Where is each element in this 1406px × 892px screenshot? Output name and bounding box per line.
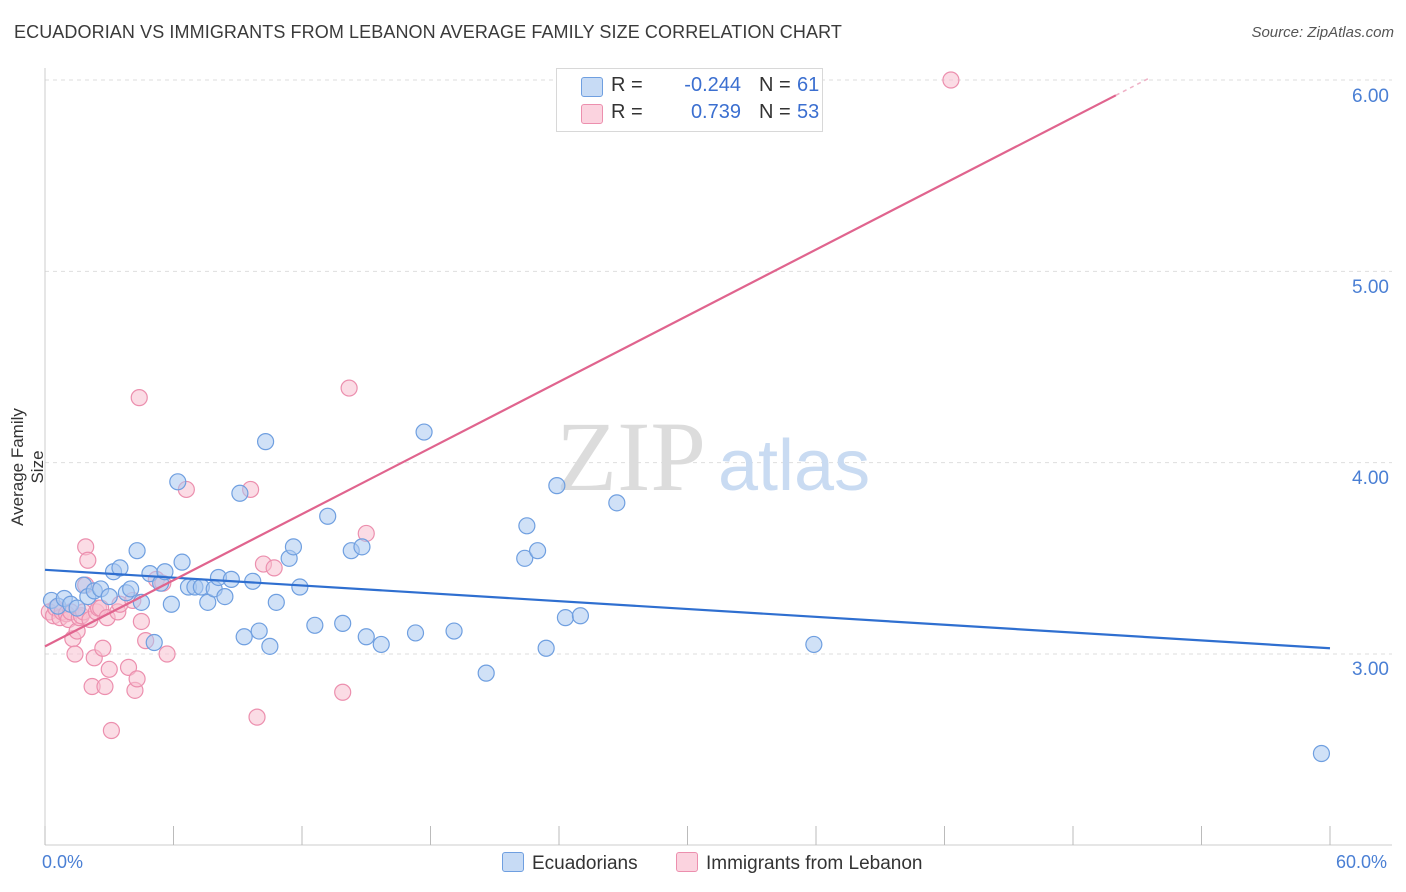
lebanon-point xyxy=(265,559,283,577)
ecuadorian-point xyxy=(250,622,268,640)
ecuadorian-point xyxy=(306,616,324,634)
source-label: Source: ZipAtlas.com xyxy=(1251,24,1394,41)
ecuadorian-point xyxy=(156,563,174,581)
ecuadorian-point xyxy=(235,628,253,646)
lebanon-point xyxy=(94,639,112,657)
bottom-legend-swatch-blue xyxy=(502,852,524,872)
trend-line-lebanon-extension xyxy=(1115,78,1149,96)
watermark-zip: ZIP xyxy=(556,401,706,512)
ecuadorian-point xyxy=(100,587,118,606)
ecuadorian-point xyxy=(608,494,626,512)
y-tick-3: 3.00 xyxy=(1352,659,1389,680)
x-tick-max: 60.0% xyxy=(1336,852,1388,872)
y-axis-label: Average Family Size xyxy=(8,408,47,526)
lebanon-point xyxy=(119,658,138,676)
ecuadorian-point xyxy=(145,633,163,652)
lebanon-point xyxy=(102,721,120,740)
legend-r-value: 0.739 xyxy=(690,101,741,123)
lebanon-point xyxy=(128,670,146,688)
y-tick-5: 5.00 xyxy=(1352,277,1389,298)
ecuadorian-point xyxy=(173,553,191,571)
series-ecuadorians-points xyxy=(42,423,1331,763)
trend-line-ecuadorians xyxy=(44,568,1331,650)
stats-legend: R = -0.244 N = 61 R = 0.739 N = 53 xyxy=(556,68,823,132)
ecuadorian-point xyxy=(415,423,433,441)
ecuadorian-point xyxy=(518,517,536,535)
ecuadorian-point xyxy=(334,614,352,632)
legend-r-value: -0.244 xyxy=(684,74,741,96)
ecuadorian-point xyxy=(169,473,187,491)
trend-lines xyxy=(44,78,1331,650)
lebanon-point xyxy=(334,683,352,701)
ecuadorian-point xyxy=(111,559,129,577)
legend-swatch-pink xyxy=(581,104,603,124)
lebanon-point xyxy=(942,71,960,89)
lebanon-point xyxy=(79,551,97,569)
ecuadorian-point xyxy=(537,639,555,657)
lebanon-point xyxy=(132,612,150,631)
ecuadorian-point xyxy=(477,664,495,682)
ecuadorian-point xyxy=(319,507,337,525)
y-tick-6: 6.00 xyxy=(1352,86,1389,107)
watermark-atlas: atlas xyxy=(718,426,870,506)
ecuadorian-point xyxy=(357,628,375,646)
ecuadorian-point xyxy=(68,599,86,617)
gridlines xyxy=(45,79,1392,655)
ecuadorian-point xyxy=(372,635,390,654)
ecuadorian-point xyxy=(256,433,275,451)
ecuadorian-point xyxy=(805,635,823,654)
ecuadorian-point xyxy=(122,580,140,598)
ecuadorian-point xyxy=(231,484,249,502)
ecuadorian-point xyxy=(406,624,425,642)
bottom-legend-swatch-pink xyxy=(676,852,698,872)
lebanon-point xyxy=(66,645,84,663)
ecuadorian-point xyxy=(128,542,146,560)
x-axis xyxy=(44,68,1392,846)
ecuadorian-point xyxy=(445,622,463,640)
ecuadorian-point xyxy=(222,570,240,588)
lebanon-point xyxy=(158,645,176,663)
bottom-legend-label-lebanon: Immigrants from Lebanon xyxy=(706,853,923,874)
ecuadorian-point xyxy=(548,477,566,495)
legend-r-label: R = xyxy=(611,74,643,96)
chart-title: ECUADORIAN VS IMMIGRANTS FROM LEBANON AV… xyxy=(14,22,842,42)
lebanon-point xyxy=(130,389,148,407)
x-tick-min: 0.0% xyxy=(42,852,84,872)
ecuadorian-point xyxy=(261,637,279,655)
bottom-legend-ecuadorians: Ecuadorians xyxy=(502,852,638,875)
legend-n-value: 61 xyxy=(797,74,820,96)
ecuadorian-point xyxy=(267,593,285,611)
watermark: ZIP atlas xyxy=(556,401,870,512)
ecuadorian-point xyxy=(528,542,547,560)
trend-line-lebanon xyxy=(44,94,1117,648)
legend-n-value: 53 xyxy=(797,101,820,123)
ecuadorian-point xyxy=(1312,744,1331,763)
legend-n-label: N = xyxy=(759,74,791,96)
series-lebanon-points xyxy=(40,71,960,740)
ecuadorian-point xyxy=(516,549,534,567)
ecuadorian-point xyxy=(216,587,234,606)
bottom-legend-lebanon: Immigrants from Lebanon xyxy=(676,852,923,875)
y-tick-4: 4.00 xyxy=(1352,468,1389,489)
legend-swatch-blue xyxy=(581,77,603,97)
lebanon-point xyxy=(248,708,266,726)
legend-r-label: R = xyxy=(611,101,643,123)
legend-n-label: N = xyxy=(759,101,791,123)
ecuadorian-point xyxy=(571,607,590,625)
lebanon-point xyxy=(340,379,358,397)
ecuadorian-point xyxy=(284,538,303,556)
lebanon-point xyxy=(96,677,114,696)
bottom-legend-label-ecuadorians: Ecuadorians xyxy=(532,853,638,874)
lebanon-point xyxy=(100,660,118,678)
ecuadorian-point xyxy=(162,595,180,613)
ecuadorian-point xyxy=(291,578,309,596)
ecuadorian-point xyxy=(353,538,371,556)
ecuadorian-point xyxy=(556,609,575,627)
